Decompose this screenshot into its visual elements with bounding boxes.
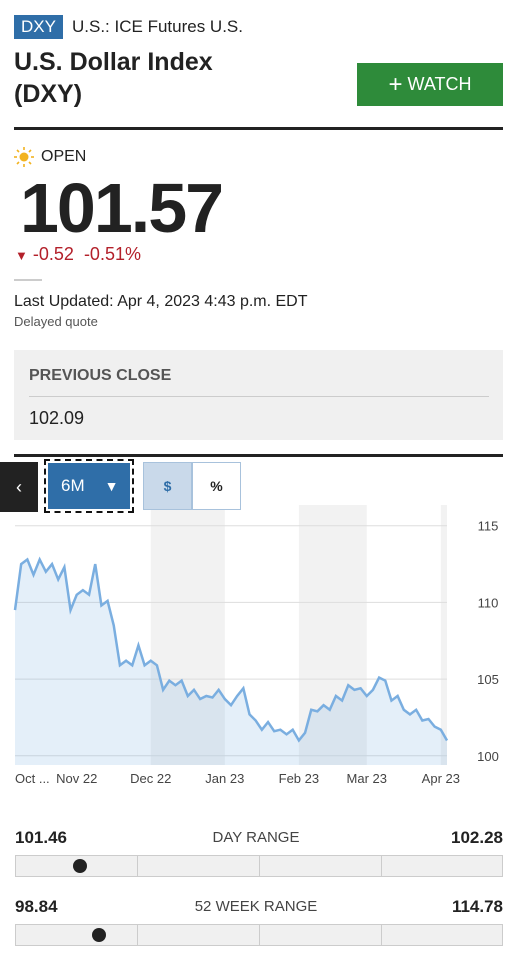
exchange: U.S.: ICE Futures U.S. <box>72 17 243 36</box>
x-tick-label: Nov 22 <box>56 771 97 786</box>
x-tick-label: Oct ... <box>15 771 50 786</box>
change-percent: -0.51% <box>83 244 141 264</box>
watch-button[interactable]: + WATCH <box>357 63 503 106</box>
month-band <box>298 505 367 765</box>
range-high: 114.78 <box>451 897 503 916</box>
range-label: 52 WEEK RANGE <box>194 898 318 915</box>
chart: 100 105 110 115 Oct ... Nov 22 Dec 22 Jan 23 Feb… <box>13 505 499 786</box>
title: (DXY) <box>14 80 83 108</box>
range-select[interactable]: 6M ▼ <box>48 463 130 509</box>
status: OPEN <box>41 148 87 165</box>
range-label: DAY RANGE <box>212 829 300 846</box>
range-low: 101.46 <box>15 828 67 847</box>
y-tick-label: 100 <box>477 749 499 764</box>
range-divider <box>259 855 260 877</box>
last-updated: Last Updated: Apr 4, 2023 4:43 p.m. EDT <box>14 293 308 310</box>
range-divider <box>381 855 382 877</box>
range-divider <box>259 924 260 946</box>
y-tick-label: 105 <box>477 672 499 687</box>
range-marker <box>73 859 88 873</box>
range-high: 102.28 <box>451 828 503 847</box>
range-low: 98.84 <box>15 897 58 916</box>
range-divider <box>381 924 382 946</box>
previous-close-value: 102.09 <box>29 408 85 428</box>
range-marker <box>91 928 106 942</box>
price: 101.57 <box>20 169 224 247</box>
month-band <box>150 505 225 765</box>
dollar-toggle[interactable]: $ <box>143 462 192 510</box>
divider <box>14 279 42 281</box>
y-tick-label: 110 <box>478 595 499 610</box>
area <box>15 559 447 765</box>
x-tick-label: Feb 23 <box>279 771 319 786</box>
x-tick-label: Mar 23 <box>347 771 387 786</box>
x-tick-label: Jan 23 <box>205 771 244 786</box>
change: ▼ -0.52 -0.51% <box>15 244 141 264</box>
sun-icon <box>14 147 34 167</box>
range-label: 6M <box>61 476 85 495</box>
x-tick-label: Apr 23 <box>422 771 460 786</box>
range-divider <box>137 855 138 877</box>
divider <box>14 127 503 130</box>
change-value: -0.52 <box>32 244 74 264</box>
previous-close-box <box>14 350 503 440</box>
divider <box>29 396 489 397</box>
x-tick-label: Dec 22 <box>130 771 171 786</box>
month-band <box>440 505 447 765</box>
badge: DXY <box>14 15 63 39</box>
line <box>13 556 449 743</box>
divider <box>14 454 503 457</box>
back-button[interactable]: ‹ <box>0 462 38 512</box>
previous-close-label: PREVIOUS CLOSE <box>29 367 172 384</box>
title: U.S. Dollar Index <box>14 48 213 76</box>
focus-outline <box>44 459 134 513</box>
percent-toggle[interactable]: % <box>192 462 241 510</box>
range-divider <box>137 924 138 946</box>
delay-note: Delayed quote <box>14 314 98 329</box>
watch-label: WATCH <box>407 74 472 94</box>
y-tick-label: 115 <box>478 519 499 534</box>
